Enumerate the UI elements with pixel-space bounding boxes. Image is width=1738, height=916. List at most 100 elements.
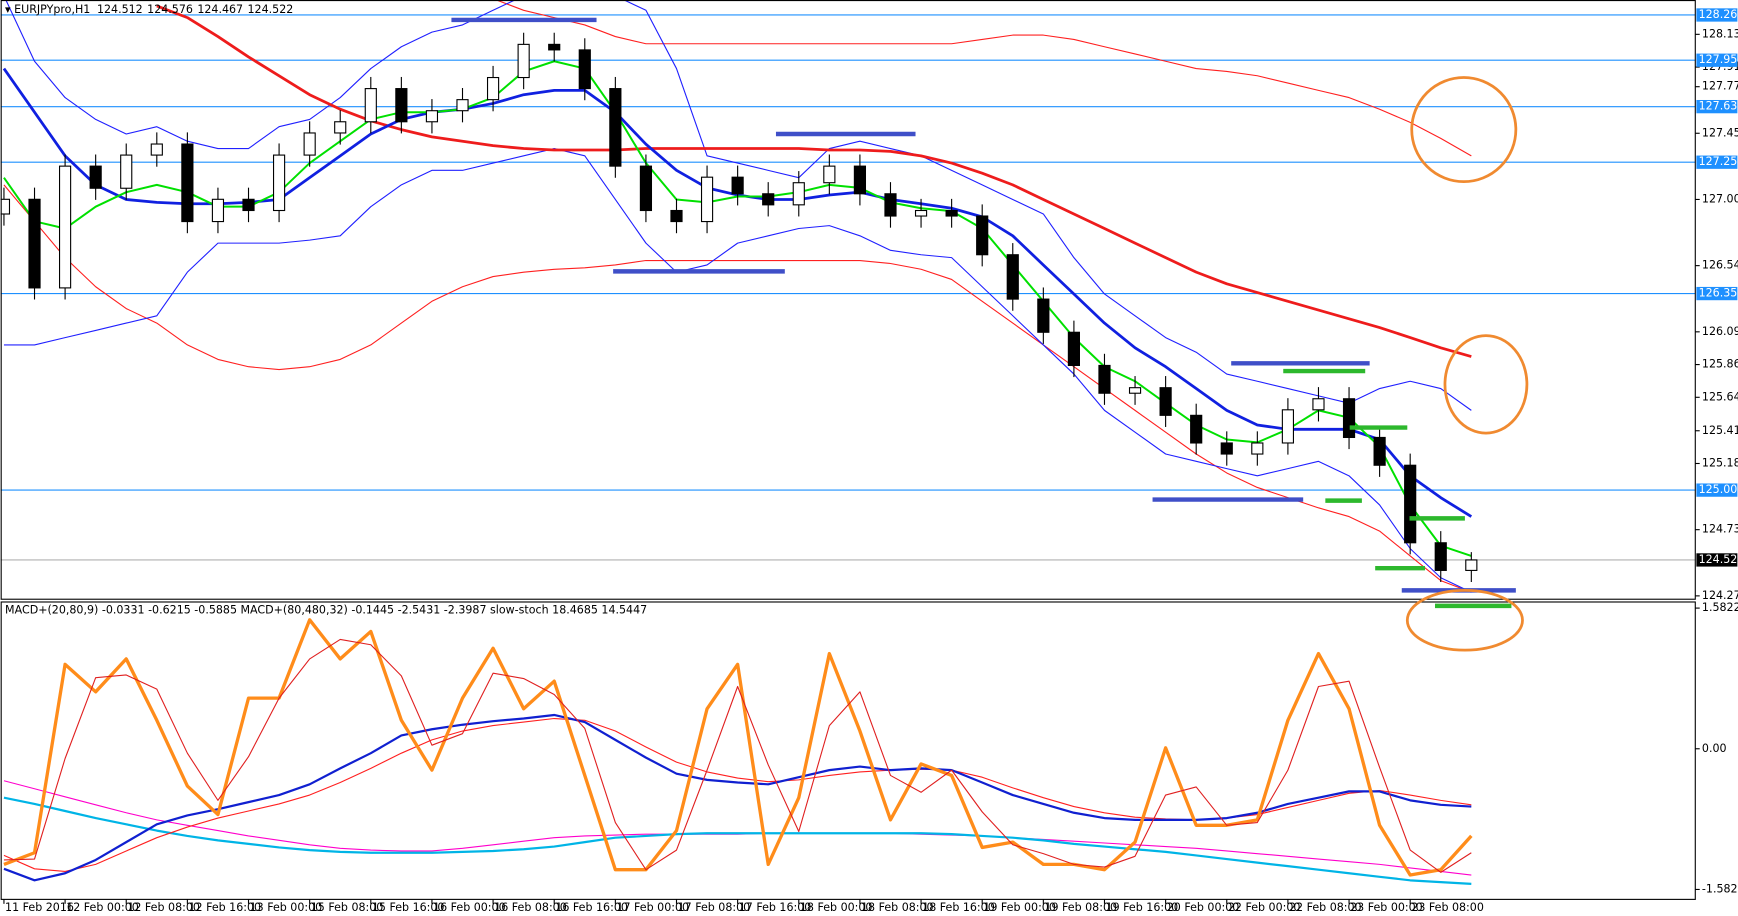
candle-body — [1312, 398, 1325, 411]
x-tick-label: 15 Feb 16:00 — [372, 901, 445, 914]
candle-body — [762, 193, 775, 206]
x-tick-label: 17 Feb 16:00 — [739, 901, 812, 914]
y-tick-label: 127.775 — [1702, 80, 1738, 93]
candle-body — [884, 193, 897, 217]
level-label: 126.353 — [1699, 287, 1738, 300]
x-tick-label: 18 Feb 00:00 — [800, 901, 873, 914]
candle-body — [1067, 331, 1081, 366]
indicator-panel — [3, 618, 1473, 885]
level-label: 128.268 — [1699, 8, 1738, 21]
x-tick-label: 17 Feb 00:00 — [616, 901, 689, 914]
candle-body — [1098, 364, 1111, 394]
candle-body — [609, 88, 622, 167]
x-tick-label: 12 Feb 16:00 — [188, 901, 261, 914]
indicator-line — [495, 0, 1472, 157]
candle-body — [58, 165, 72, 289]
current-price-label: 124.522 — [1699, 553, 1738, 566]
x-tick-label: 16 Feb 00:00 — [433, 901, 506, 914]
y-tick-label: 127.000 — [1702, 192, 1738, 205]
candle-body — [150, 143, 163, 156]
candle-body — [1404, 464, 1417, 544]
x-tick-label: 23 Feb 00:00 — [1350, 901, 1423, 914]
price-panel — [0, 0, 1696, 593]
indicator-line — [3, 147, 1472, 593]
level-label-box — [1696, 483, 1738, 497]
candle-body — [914, 209, 928, 217]
candle-body — [120, 154, 133, 189]
y-tick-label: 126.090 — [1702, 325, 1738, 338]
x-tick-label: 17 Feb 08:00 — [678, 901, 751, 914]
candle-body — [486, 76, 500, 101]
x-tick-label: 18 Feb 08:00 — [861, 901, 934, 914]
candle-body — [700, 176, 714, 223]
symbol-title: EURJPYpro,H1 — [14, 3, 90, 16]
candle-body — [1006, 254, 1019, 300]
x-tick-label: 19 Feb 00:00 — [983, 901, 1056, 914]
x-tick-label: 15 Feb 08:00 — [311, 901, 384, 914]
x-tick-label: 19 Feb 08:00 — [1044, 901, 1117, 914]
candle-body — [1342, 398, 1356, 439]
header: ▾ EURJPYpro,H1 124.512 124.576 124.467 124.5… — [5, 3, 293, 16]
x-tick-label: 16 Feb 16:00 — [555, 901, 628, 914]
level-label-box — [1696, 99, 1738, 114]
candle-body — [548, 43, 561, 51]
candle-body — [1037, 298, 1050, 333]
y-tick-label: 124.275 — [1702, 589, 1738, 602]
annotations — [451, 17, 1529, 652]
x-tick-label: 22 Feb 00:00 — [1228, 901, 1301, 914]
x-tick-label: 22 Feb 08:00 — [1289, 901, 1362, 914]
candle-body — [28, 198, 41, 289]
x-tick-label: 13 Feb 00:00 — [250, 901, 323, 914]
level-label-box — [1696, 155, 1738, 169]
candle-body — [731, 176, 744, 195]
annotation-circle — [1410, 76, 1518, 184]
indicator-line — [3, 796, 1472, 885]
candle-body — [211, 198, 225, 223]
y-tick-label: -1.5822 — [1702, 882, 1738, 895]
candle-body — [1434, 542, 1447, 571]
x-tick-label: 12 Feb 00:00 — [66, 901, 139, 914]
y-tick-label: 128.135 — [1702, 27, 1738, 40]
x-tick-label: 23 Feb 08:00 — [1411, 901, 1484, 914]
x-tick-label: 19 Feb 16:00 — [1106, 901, 1179, 914]
y-tick-label: 125.410 — [1702, 424, 1738, 437]
x-tick-label: 12 Feb 08:00 — [127, 901, 200, 914]
ohlc-value: 124.576 — [147, 3, 193, 16]
candle-body — [1281, 409, 1294, 444]
level-label: 127.256 — [1699, 155, 1738, 168]
candle-body — [517, 43, 530, 79]
candle-body — [1251, 442, 1264, 455]
candle-body — [272, 154, 286, 212]
candle-body — [364, 88, 377, 123]
level-label-box — [1696, 286, 1738, 301]
y-tick-label: 1.5822 — [1702, 601, 1738, 614]
indicator-line — [5, 0, 1472, 411]
x-tick-label: 20 Feb 00:00 — [1167, 901, 1240, 914]
candle-body — [242, 198, 255, 212]
level-label-box — [1696, 8, 1738, 22]
indicator-panel-border — [0, 601, 1696, 900]
candle-body — [639, 165, 653, 212]
price-panel-border — [0, 0, 1696, 600]
level-label: 127.638 — [1699, 100, 1738, 113]
x-tick-label: 16 Feb 08:00 — [494, 901, 567, 914]
menu-arrow: ▾ — [5, 3, 14, 16]
x-tick-label: 18 Feb 16:00 — [922, 901, 995, 914]
indicator-line — [3, 184, 1472, 593]
annotation-circle — [1443, 334, 1529, 435]
candle-body — [1220, 442, 1233, 455]
y-tick-label: 125.865 — [1702, 358, 1738, 371]
y-tick-label: 126.545 — [1702, 259, 1738, 272]
candle-body — [578, 49, 591, 90]
candle-body — [89, 165, 102, 189]
candle-body — [1128, 387, 1142, 394]
y-tick-label: 124.730 — [1702, 523, 1738, 536]
candle-body — [853, 165, 867, 195]
candle-body — [0, 198, 11, 215]
candle-body — [1373, 436, 1386, 466]
candle-body — [181, 143, 194, 223]
indicator-title: MACD+(20,80,9) -0.0331 -0.6215 -0.5885 M… — [5, 603, 647, 616]
axes: 128.135127.91127.455127.000127.775126.54… — [3, 8, 1738, 914]
level-label: 127.957 — [1699, 53, 1738, 66]
